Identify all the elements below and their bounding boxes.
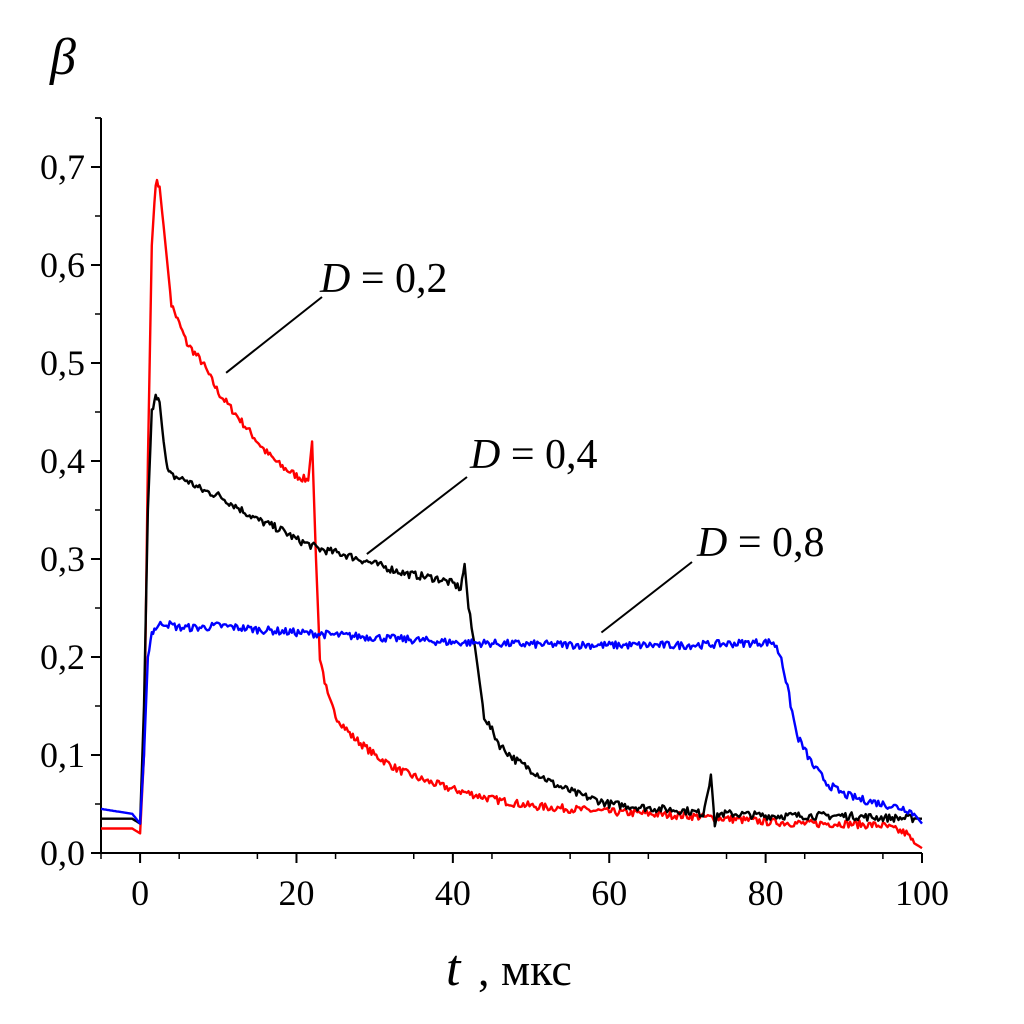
y-tick-label: 0,3 [40,539,85,579]
x-axis-unit: , мкс [478,944,572,995]
series-label-value: = 0,8 [727,520,824,566]
x-tick-label: 40 [435,873,471,913]
y-tick-label: 0,7 [40,147,85,187]
axes: 0,0 0,1 0,2 0,3 0,4 0,5 0,6 0,7 0 20 40 60 80 100 [40,117,949,913]
series-label-leader-1 [225,296,323,374]
x-axis-symbol: t [446,940,462,997]
series-label-3: D = 0,8 [696,520,825,566]
y-tick-label: 0,2 [40,637,85,677]
series-layer [100,178,923,850]
y-tick-label: 0,0 [40,833,85,873]
y-tick-label: 0,1 [40,735,85,775]
series-label-variable: D [469,432,500,478]
series-label-1: D = 0,2 [319,256,448,302]
series-labels: D = 0,2D = 0,4D = 0,8 [225,256,825,634]
series-label-variable: D [696,520,727,566]
series-label-variable: D [319,256,350,302]
y-tick-label: 0,5 [40,343,85,383]
x-tick-label: 20 [278,873,314,913]
series-label-value: = 0,4 [500,432,597,478]
x-tick-label: 80 [748,873,784,913]
series-line-1 [101,178,923,850]
y-tick-label: 0,4 [40,441,85,481]
x-axis-title: t , мкс [446,940,572,997]
series-label-leader-3 [600,561,693,634]
x-tick-label: 0 [131,873,149,913]
series-label-leader-2 [366,476,468,555]
y-axis-title: β [49,29,76,86]
series-line-2 [101,393,922,828]
x-tick-label: 100 [895,873,949,913]
x-tick-label: 60 [591,873,627,913]
series-label-value: = 0,2 [350,256,447,302]
series-line-3 [100,620,923,825]
y-tick-label: 0,6 [40,245,85,285]
series-label-2: D = 0,4 [469,432,598,478]
